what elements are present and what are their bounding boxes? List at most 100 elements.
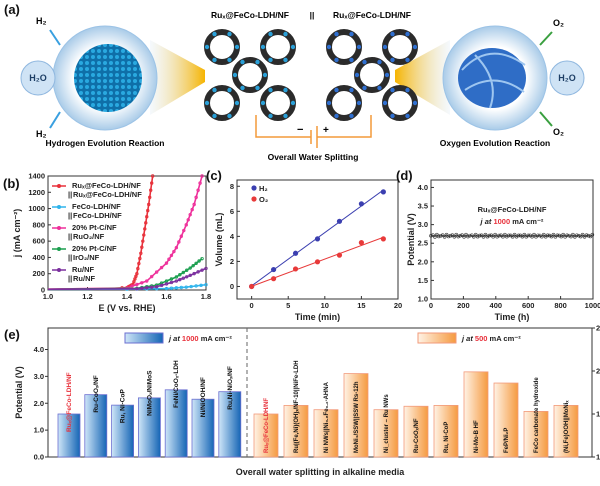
arrow-icon <box>539 31 553 127</box>
y-tick-label: 2 <box>230 257 234 266</box>
data-point <box>435 232 439 237</box>
arrow-icon <box>49 29 61 129</box>
data-point <box>145 215 149 219</box>
data-point <box>154 270 159 274</box>
data-point <box>567 233 571 238</box>
mof-atom <box>349 113 354 119</box>
data-point <box>506 233 511 238</box>
data-point <box>169 280 174 285</box>
data-point <box>174 279 179 283</box>
x-axis-label: Time (h) <box>495 312 530 322</box>
bar <box>253 413 279 458</box>
bar-label: Ru, Ni-CoP <box>444 422 450 453</box>
mof-atom <box>356 44 362 50</box>
bar-label: Ni/NiOOH/NF <box>200 377 207 417</box>
y-tick-label-left: 2.0 <box>34 399 44 408</box>
data-point <box>174 275 179 279</box>
mof-atom <box>334 113 339 119</box>
data-point <box>135 287 139 291</box>
data-point <box>565 233 569 238</box>
data-point <box>477 233 482 238</box>
bar-label: FeP/Ni₂P <box>504 428 510 453</box>
mof-atom <box>405 57 410 63</box>
data-point <box>292 266 299 272</box>
data-point <box>145 279 149 283</box>
data-point <box>436 234 441 239</box>
bar-label: MoNi₄/SSW||SSW Rs-12h <box>354 381 360 453</box>
legend-entry: IrO₂/NF <box>73 253 100 262</box>
legend-post: mA cm⁻² <box>199 334 233 343</box>
minus-sign: − <box>297 124 303 136</box>
data-point <box>536 233 540 238</box>
mof-atom <box>290 44 296 50</box>
mof-atom <box>377 59 382 65</box>
legend-swatch <box>417 332 457 344</box>
mof-atom <box>212 57 217 63</box>
bar <box>343 373 369 458</box>
data-point <box>169 286 174 290</box>
data-point <box>185 268 189 272</box>
mof-atom <box>268 87 273 93</box>
legend-entry: FeCo-LDH/NF <box>73 211 122 220</box>
data-point <box>569 234 573 239</box>
cathode-label: Ruₓ@FeCo-LDH/NF <box>211 10 289 20</box>
data-point <box>512 232 517 237</box>
data-point <box>462 234 466 239</box>
y-tick-label: 1400 <box>28 172 45 181</box>
panel-label: (b) <box>3 176 20 191</box>
y-tick-label: 4 <box>230 232 235 241</box>
x-tick-label: 5 <box>286 301 290 310</box>
bar-label: NiMoOₓ/NiMoS <box>146 370 153 416</box>
bar-label: Ru, Ni-CoP <box>120 389 127 424</box>
x-tick-label: 400 <box>490 301 503 310</box>
data-point <box>358 201 365 207</box>
data-point <box>487 233 492 238</box>
data-point <box>191 263 195 268</box>
mof-ring <box>260 29 296 65</box>
mof-atom <box>390 31 395 37</box>
oer-catalyst-flower <box>458 48 526 109</box>
y-tick-label-left: 1.0 <box>34 426 44 435</box>
legend-entry: FeCo-LDH/NF <box>72 202 121 211</box>
y-tick-label: 3.0 <box>418 220 428 229</box>
bar-label: Ruₓ@FeCo-LDH/NF <box>264 398 270 453</box>
data-point <box>189 284 193 289</box>
mof-atom <box>290 100 296 106</box>
data-point <box>358 240 365 246</box>
data-point <box>481 234 486 239</box>
x-tick-label: 600 <box>522 301 535 310</box>
legend-entry: Ru/NF <box>72 265 94 274</box>
data-point <box>200 174 204 178</box>
data-point <box>135 282 139 287</box>
data-point <box>136 266 140 271</box>
data-point <box>466 234 470 239</box>
data-point <box>522 232 527 237</box>
x-axis-label: Overall water splitting in alkaline medi… <box>236 467 406 477</box>
bar <box>84 394 108 458</box>
legend-separator: || <box>68 190 72 199</box>
data-point <box>270 276 277 282</box>
x-tick-label: 1.2 <box>82 292 92 301</box>
legend-entry: Ruₓ@FeCo-LDH/NF <box>72 181 141 190</box>
mof-ring <box>232 57 268 93</box>
bar-label: FeCo carbonate hydroxide <box>534 377 540 453</box>
mof-atom <box>255 85 260 91</box>
mof-atom <box>326 100 332 106</box>
mof-atom <box>260 44 266 50</box>
data-point <box>438 233 443 238</box>
data-point <box>181 276 185 280</box>
y-tick-label: 8 <box>230 182 234 191</box>
data-point <box>510 234 515 239</box>
data-point <box>148 195 152 200</box>
data-point <box>526 233 531 238</box>
data-point <box>142 233 146 237</box>
data-point <box>516 233 521 238</box>
separator: || <box>310 10 315 20</box>
data-point <box>561 232 565 237</box>
data-point <box>204 266 208 271</box>
y-axis-label: Volume (mL) <box>214 213 224 267</box>
mof-atom <box>405 87 410 93</box>
data-point <box>483 232 488 237</box>
data-point <box>314 259 321 265</box>
data-point <box>454 232 459 237</box>
